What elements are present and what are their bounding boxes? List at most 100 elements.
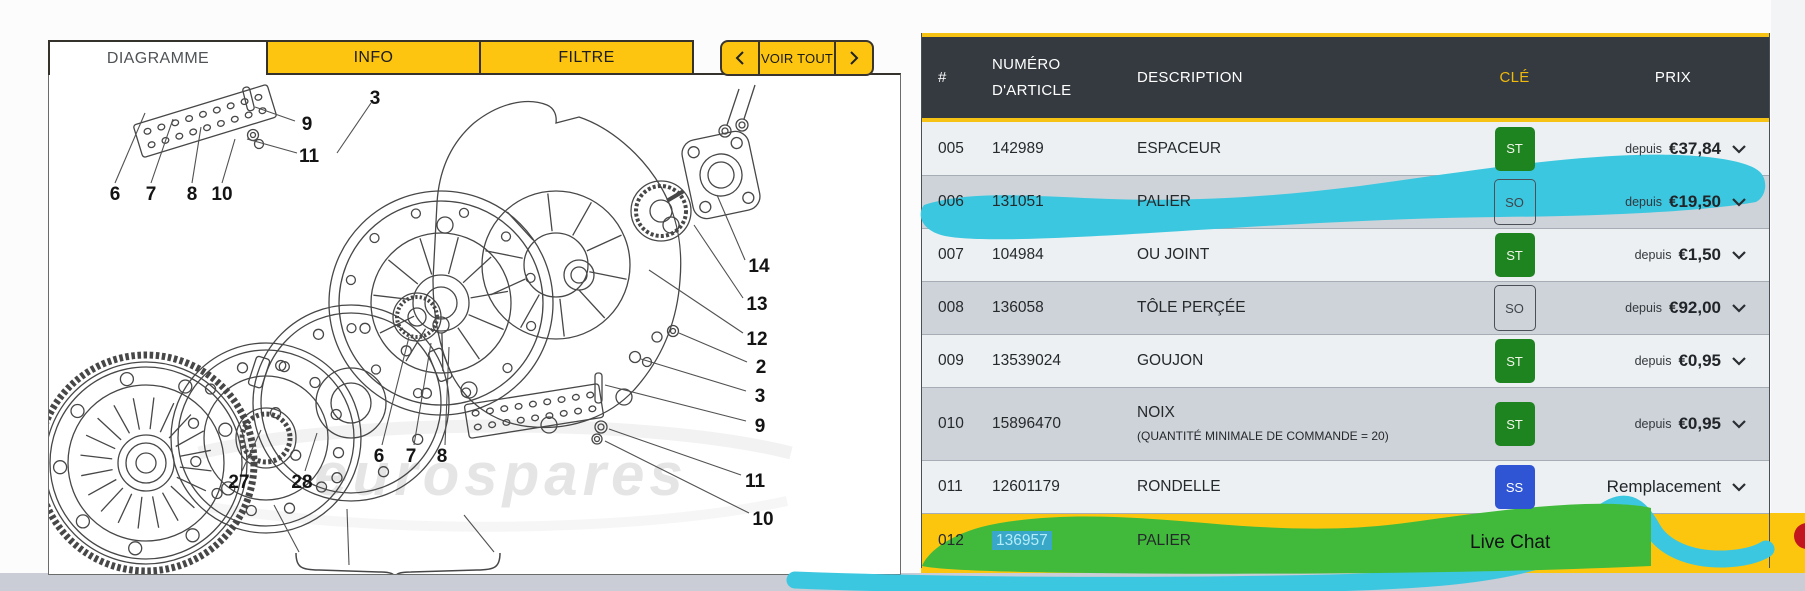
row-num: 006 [938,193,964,210]
stock-badge[interactable]: ST [1494,339,1535,383]
price-prefix: depuis [1634,417,1672,431]
callout-9: 9 [302,114,313,135]
replacement-label: Remplacement [1606,477,1721,496]
stock-badge[interactable]: ST [1494,402,1535,446]
price-expander[interactable]: depuis €1,50 [1577,245,1769,265]
part-number: 15896470 [992,415,1061,432]
page-bottom-strip [0,573,1805,591]
callout-6: 6 [110,184,121,205]
eurospares-watermark: eurospares [197,419,793,532]
part-number: 12601179 [992,478,1060,495]
callout-7: 7 [146,184,157,205]
price-expander[interactable]: Remplacement [1577,477,1769,497]
row-num: 008 [938,299,964,316]
diagram-tabs: DIAGRAMME INFO FILTRE [48,40,694,75]
tab-diagramme[interactable]: DIAGRAMME [48,40,268,75]
callout-27: 27 [228,472,249,493]
parts-table: # NUMÉRO D'ARTICLE DESCRIPTION CLÉ PRIX 0… [921,33,1770,568]
callout-11: 11 [745,471,766,492]
diagram-panel[interactable]: eurospares [48,73,901,575]
header-description: DESCRIPTION [1137,69,1243,86]
callout-7: 7 [406,446,417,467]
callout-8: 8 [437,446,448,467]
table-top-accent [922,33,1769,37]
part-description: ESPACEUR [1137,139,1222,157]
stock-badge[interactable]: SO [1493,179,1536,225]
price-prefix: depuis [1625,301,1662,315]
price-expander[interactable]: depuis €0,95 [1577,414,1769,434]
tab-filtre[interactable]: FILTRE [481,40,694,75]
part-number: 104984 [992,246,1044,263]
part-description: OU JOINT [1137,246,1210,263]
price-value: €0,95 [1678,351,1721,370]
table-row[interactable]: 011 12601179 RONDELLE SS Remplacement [922,460,1769,513]
callout-13: 13 [746,294,767,315]
stock-badge[interactable]: SS [1494,465,1535,509]
price-value: €1,50 [1678,245,1721,264]
stock-badge[interactable]: SO [1493,285,1536,331]
callout-3: 3 [370,88,381,109]
price-expander[interactable]: depuis €0,95 [1577,351,1769,371]
stock-badge[interactable]: ST [1494,233,1535,277]
part-number: 136058 [992,299,1044,316]
part-number: 131051 [992,193,1044,210]
part-description: PALIER [1137,193,1191,210]
pressure-plate [328,190,554,416]
pin [242,86,255,112]
part-description: TÔLE PERÇÉE [1137,299,1246,316]
table-row[interactable]: 008 136058 TÔLE PERÇÉE SO depuis €92,00 [922,281,1769,334]
part-description: NOIX (QUANTITÉ MINIMALE DE COMMANDE = 20… [1137,403,1452,446]
row-num: 010 [938,415,964,432]
callout-28: 28 [291,472,312,493]
price-expander[interactable]: depuis €92,00 [1577,298,1769,318]
washer [666,324,680,338]
price-prefix: depuis [1625,195,1662,209]
header-price: PRIX [1654,69,1692,86]
washer [246,128,260,142]
shaft-bearing [630,180,692,242]
part-description: GOUJON [1137,352,1204,369]
price-value: €37,84 [1669,138,1721,158]
order-note: (QUANTITÉ MINIMALE DE COMMANDE = 20) [1137,428,1389,443]
table-row[interactable]: 006 131051 PALIER SO depuis €19,50 [922,175,1769,228]
diagram-pager: VOIR TOUT [720,40,874,76]
table-row[interactable]: 010 15896470 NOIX (QUANTITÉ MINIMALE DE … [922,387,1769,460]
callout-2: 2 [756,357,767,378]
callout-11: 11 [299,146,320,167]
tab-info[interactable]: INFO [268,40,481,75]
price-value: €0,95 [1678,414,1721,433]
next-diagram-button[interactable] [836,42,872,74]
prev-diagram-button[interactable] [722,42,758,74]
output-flange [666,130,761,220]
header-num: # [938,69,947,86]
table-header: # NUMÉRO D'ARTICLE DESCRIPTION CLÉ PRIX [922,37,1769,118]
table-row[interactable]: 005 142989 ESPACEUR ST depuis €37,84 [922,122,1769,175]
callout-14: 14 [748,256,770,277]
price-expander[interactable]: depuis €37,84 [1577,139,1769,159]
chevron-down-icon [1732,483,1746,492]
table-row[interactable]: 007 104984 OU JOINT ST depuis €1,50 [922,228,1769,281]
live-chat-label[interactable]: Live Chat [1470,532,1551,553]
chevron-right-icon [850,51,859,65]
price-prefix: depuis [1625,141,1662,156]
chevron-down-icon [1732,198,1746,207]
chevron-down-icon [1732,251,1746,260]
row-num: 009 [938,352,964,369]
header-article: NUMÉRO D'ARTICLE [992,55,1072,99]
intermediate-plate [247,304,453,502]
chat-notification-dot[interactable] [1794,523,1805,549]
header-bottom-accent [922,118,1769,122]
callout-12: 12 [746,329,767,350]
part-number: 142989 [992,139,1044,157]
perforated-plate-top [133,84,277,158]
callout-10: 10 [752,509,773,530]
price-expander[interactable]: depuis €19,50 [1577,192,1769,212]
stock-badge[interactable]: ST [1494,126,1535,171]
voir-tout-button[interactable]: VOIR TOUT [758,42,836,74]
grouping-brace [295,552,501,574]
chevron-left-icon [735,51,744,65]
table-row[interactable]: 009 13539024 GOUJON ST depuis €0,95 [922,334,1769,387]
row-num: 012 [938,532,964,549]
chevron-down-icon [1732,420,1746,429]
